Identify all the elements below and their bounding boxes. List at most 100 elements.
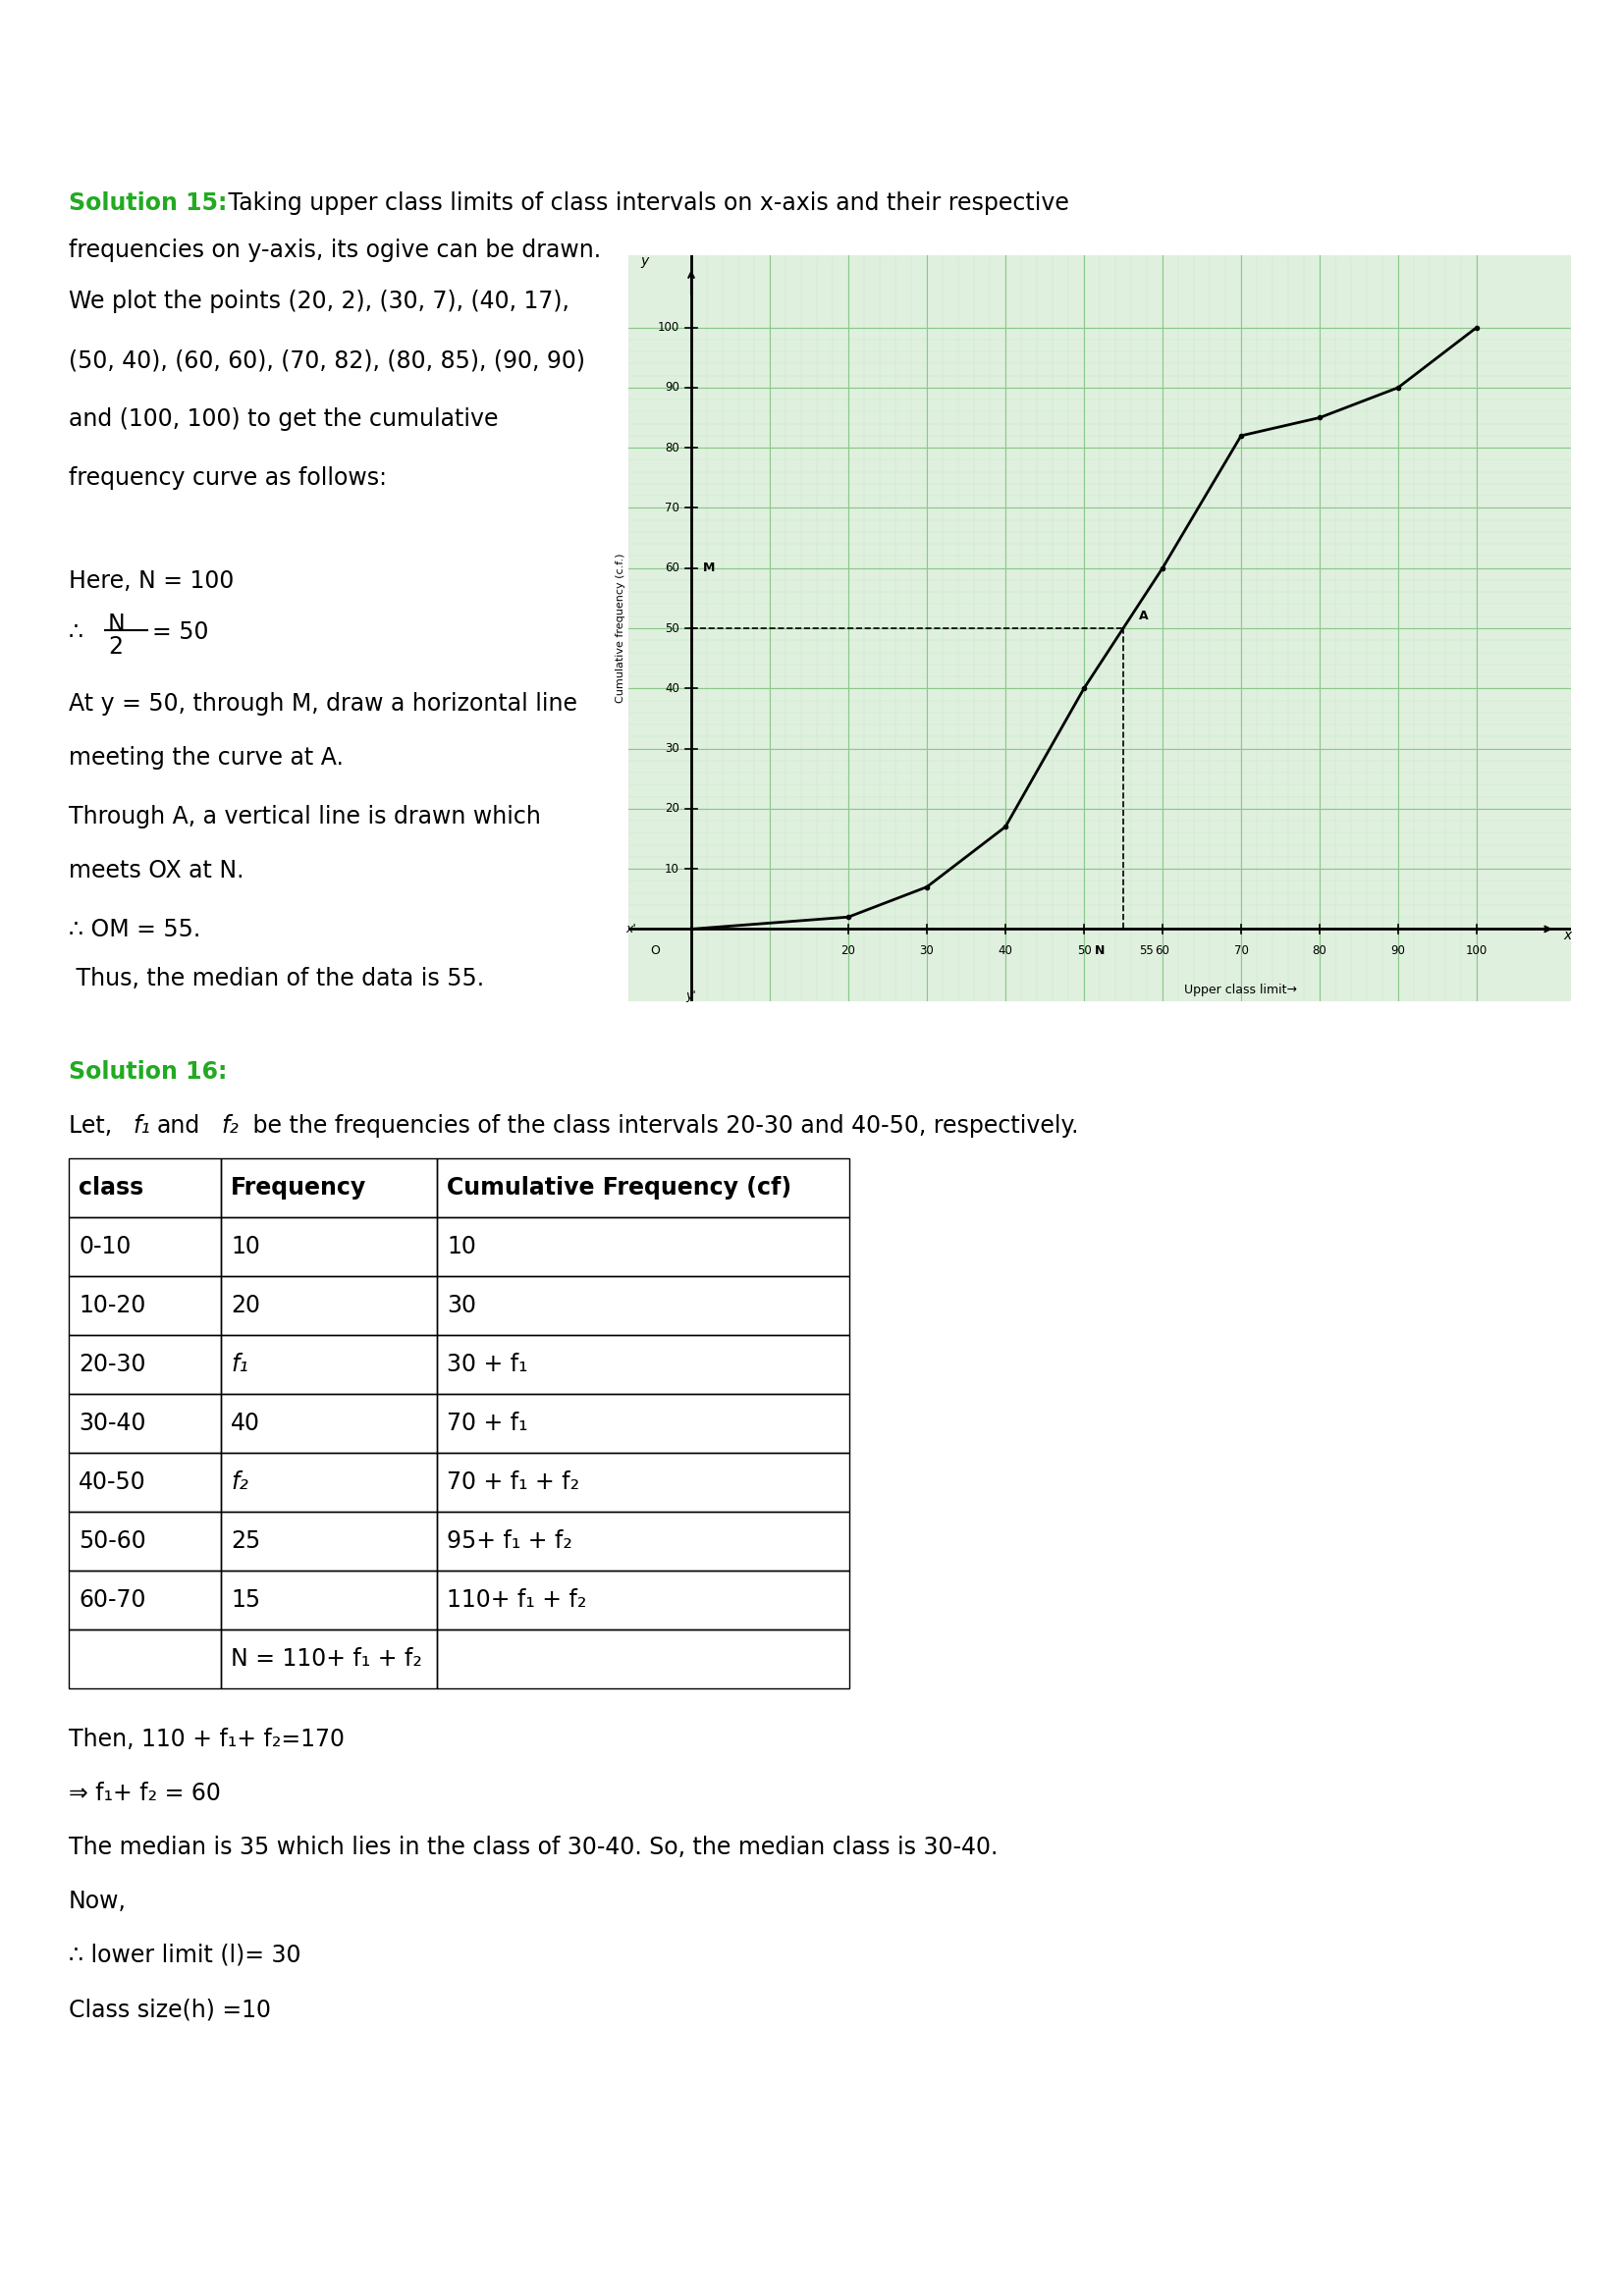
Text: 40: 40 <box>664 682 679 696</box>
Bar <box>437 1157 849 1217</box>
Bar <box>221 1511 437 1570</box>
Text: 100: 100 <box>658 321 679 333</box>
Text: 15: 15 <box>231 1589 260 1612</box>
Text: 20-30: 20-30 <box>78 1352 146 1375</box>
Bar <box>221 1453 437 1511</box>
Text: meeting the curve at A.: meeting the curve at A. <box>68 746 344 769</box>
Bar <box>221 1334 437 1394</box>
Text: Now,: Now, <box>68 1890 127 1913</box>
Bar <box>437 1511 849 1570</box>
Text: 70 + f₁: 70 + f₁ <box>447 1412 528 1435</box>
Text: N: N <box>1095 944 1104 957</box>
Text: 55: 55 <box>1138 944 1153 957</box>
Text: Page 8 of 17: Page 8 of 17 <box>745 2257 879 2275</box>
Text: 30: 30 <box>447 1293 476 1318</box>
Text: M: M <box>703 563 715 574</box>
Text: Here, N = 100: Here, N = 100 <box>68 569 234 592</box>
Text: ∴: ∴ <box>68 620 83 643</box>
Text: f₂: f₂ <box>231 1469 248 1495</box>
Bar <box>68 1217 221 1277</box>
Text: x: x <box>1564 928 1572 941</box>
Bar <box>437 1277 849 1334</box>
Bar <box>68 1630 221 1688</box>
Text: Solution 16:: Solution 16: <box>68 1061 227 1084</box>
Text: Let,: Let, <box>68 1114 120 1139</box>
Text: 40: 40 <box>999 944 1013 957</box>
Text: frequency curve as follows:: frequency curve as follows: <box>68 466 387 489</box>
Text: x': x' <box>625 923 637 934</box>
Bar <box>68 1511 221 1570</box>
Bar <box>221 1277 437 1334</box>
Text: N = 110+ f₁ + f₂: N = 110+ f₁ + f₂ <box>231 1646 422 1671</box>
Text: Cumulative Frequency (cf): Cumulative Frequency (cf) <box>447 1176 791 1199</box>
Text: 60-70: 60-70 <box>78 1589 146 1612</box>
Text: and (100, 100) to get the cumulative: and (100, 100) to get the cumulative <box>68 406 499 432</box>
Text: Chapter 18: Mean, Median, Mode of Grouped Data, CF Grah & Ogive: Chapter 18: Mean, Median, Mode of Groupe… <box>445 124 1179 140</box>
Bar <box>437 1630 849 1688</box>
Text: meets OX at N.: meets OX at N. <box>68 859 244 882</box>
Text: 30 + f₁: 30 + f₁ <box>447 1352 528 1375</box>
Text: be the frequencies of the class intervals 20-30 and 40-50, respectively.: be the frequencies of the class interval… <box>245 1114 1078 1139</box>
Text: 100: 100 <box>1466 944 1488 957</box>
Text: 70: 70 <box>1234 944 1249 957</box>
Bar <box>68 1334 221 1394</box>
Text: RS Aggarwal Solutions: RS Aggarwal Solutions <box>654 67 970 90</box>
Text: 70: 70 <box>664 501 679 514</box>
Text: 2: 2 <box>109 636 123 659</box>
Text: = 50: = 50 <box>153 620 208 643</box>
Text: class: class <box>78 1176 143 1199</box>
Text: y': y' <box>685 990 697 1001</box>
Text: 10-20: 10-20 <box>78 1293 146 1318</box>
Text: 80: 80 <box>664 441 679 455</box>
Text: y: y <box>640 255 648 269</box>
Text: 50: 50 <box>664 622 679 634</box>
Bar <box>68 1277 221 1334</box>
Text: 30: 30 <box>664 742 679 755</box>
Bar <box>437 1394 849 1453</box>
Text: 10: 10 <box>664 863 679 875</box>
Text: The median is 35 which lies in the class of 30-40. So, the median class is 30-40: The median is 35 which lies in the class… <box>68 1835 997 1860</box>
Text: We plot the points (20, 2), (30, 7), (40, 17),: We plot the points (20, 2), (30, 7), (40… <box>68 289 570 312</box>
Text: and: and <box>158 1114 200 1139</box>
Text: 10: 10 <box>447 1235 476 1258</box>
Text: Frequency: Frequency <box>231 1176 367 1199</box>
Text: Study Path: Study Path <box>24 92 99 103</box>
Text: f₁: f₁ <box>133 1114 149 1139</box>
Text: Then, 110 + f₁+ f₂=170: Then, 110 + f₁+ f₂=170 <box>68 1727 344 1752</box>
Text: 20: 20 <box>664 801 679 815</box>
Text: Class size(h) =10: Class size(h) =10 <box>68 1998 271 2020</box>
Text: Class - 10: Class - 10 <box>757 18 867 39</box>
Text: 110+ f₁ + f₂: 110+ f₁ + f₂ <box>447 1589 586 1612</box>
Text: f₂: f₂ <box>221 1114 239 1139</box>
Text: 30-40: 30-40 <box>78 1412 146 1435</box>
Text: Solution 15:: Solution 15: <box>68 191 227 216</box>
Text: 20: 20 <box>231 1293 260 1318</box>
Text: O: O <box>650 944 659 957</box>
Text: 70 + f₁ + f₂: 70 + f₁ + f₂ <box>447 1469 580 1495</box>
Bar <box>437 1570 849 1630</box>
Text: At y = 50, through M, draw a horizontal line: At y = 50, through M, draw a horizontal … <box>68 691 578 716</box>
Text: 90: 90 <box>1390 944 1405 957</box>
Text: 60: 60 <box>664 563 679 574</box>
Text: ∴ lower limit (l)= 30: ∴ lower limit (l)= 30 <box>68 1945 300 1968</box>
Bar <box>68 1157 221 1217</box>
Bar <box>221 1570 437 1630</box>
Text: 40: 40 <box>231 1412 260 1435</box>
Text: Taking upper class limits of class intervals on x-axis and their respective: Taking upper class limits of class inter… <box>221 191 1069 216</box>
Bar <box>68 1453 221 1511</box>
Text: 20: 20 <box>841 944 856 957</box>
Text: Cumulative frequency (c.f.): Cumulative frequency (c.f.) <box>615 553 625 703</box>
Text: frequencies on y-axis, its ogive can be drawn.: frequencies on y-axis, its ogive can be … <box>68 239 601 262</box>
Text: 30: 30 <box>919 944 934 957</box>
Text: 25: 25 <box>231 1529 260 1552</box>
Bar <box>437 1453 849 1511</box>
Bar <box>68 1394 221 1453</box>
Text: f₁: f₁ <box>231 1352 248 1375</box>
Bar <box>437 1334 849 1394</box>
Text: (50, 40), (60, 60), (70, 82), (80, 85), (90, 90): (50, 40), (60, 60), (70, 82), (80, 85), … <box>68 349 585 372</box>
Bar <box>221 1217 437 1277</box>
Text: 80: 80 <box>1312 944 1327 957</box>
Text: Thus, the median of the data is 55.: Thus, the median of the data is 55. <box>68 967 484 990</box>
Text: ⇒ f₁+ f₂ = 60: ⇒ f₁+ f₂ = 60 <box>68 1782 221 1805</box>
Text: 50-60: 50-60 <box>78 1529 146 1552</box>
